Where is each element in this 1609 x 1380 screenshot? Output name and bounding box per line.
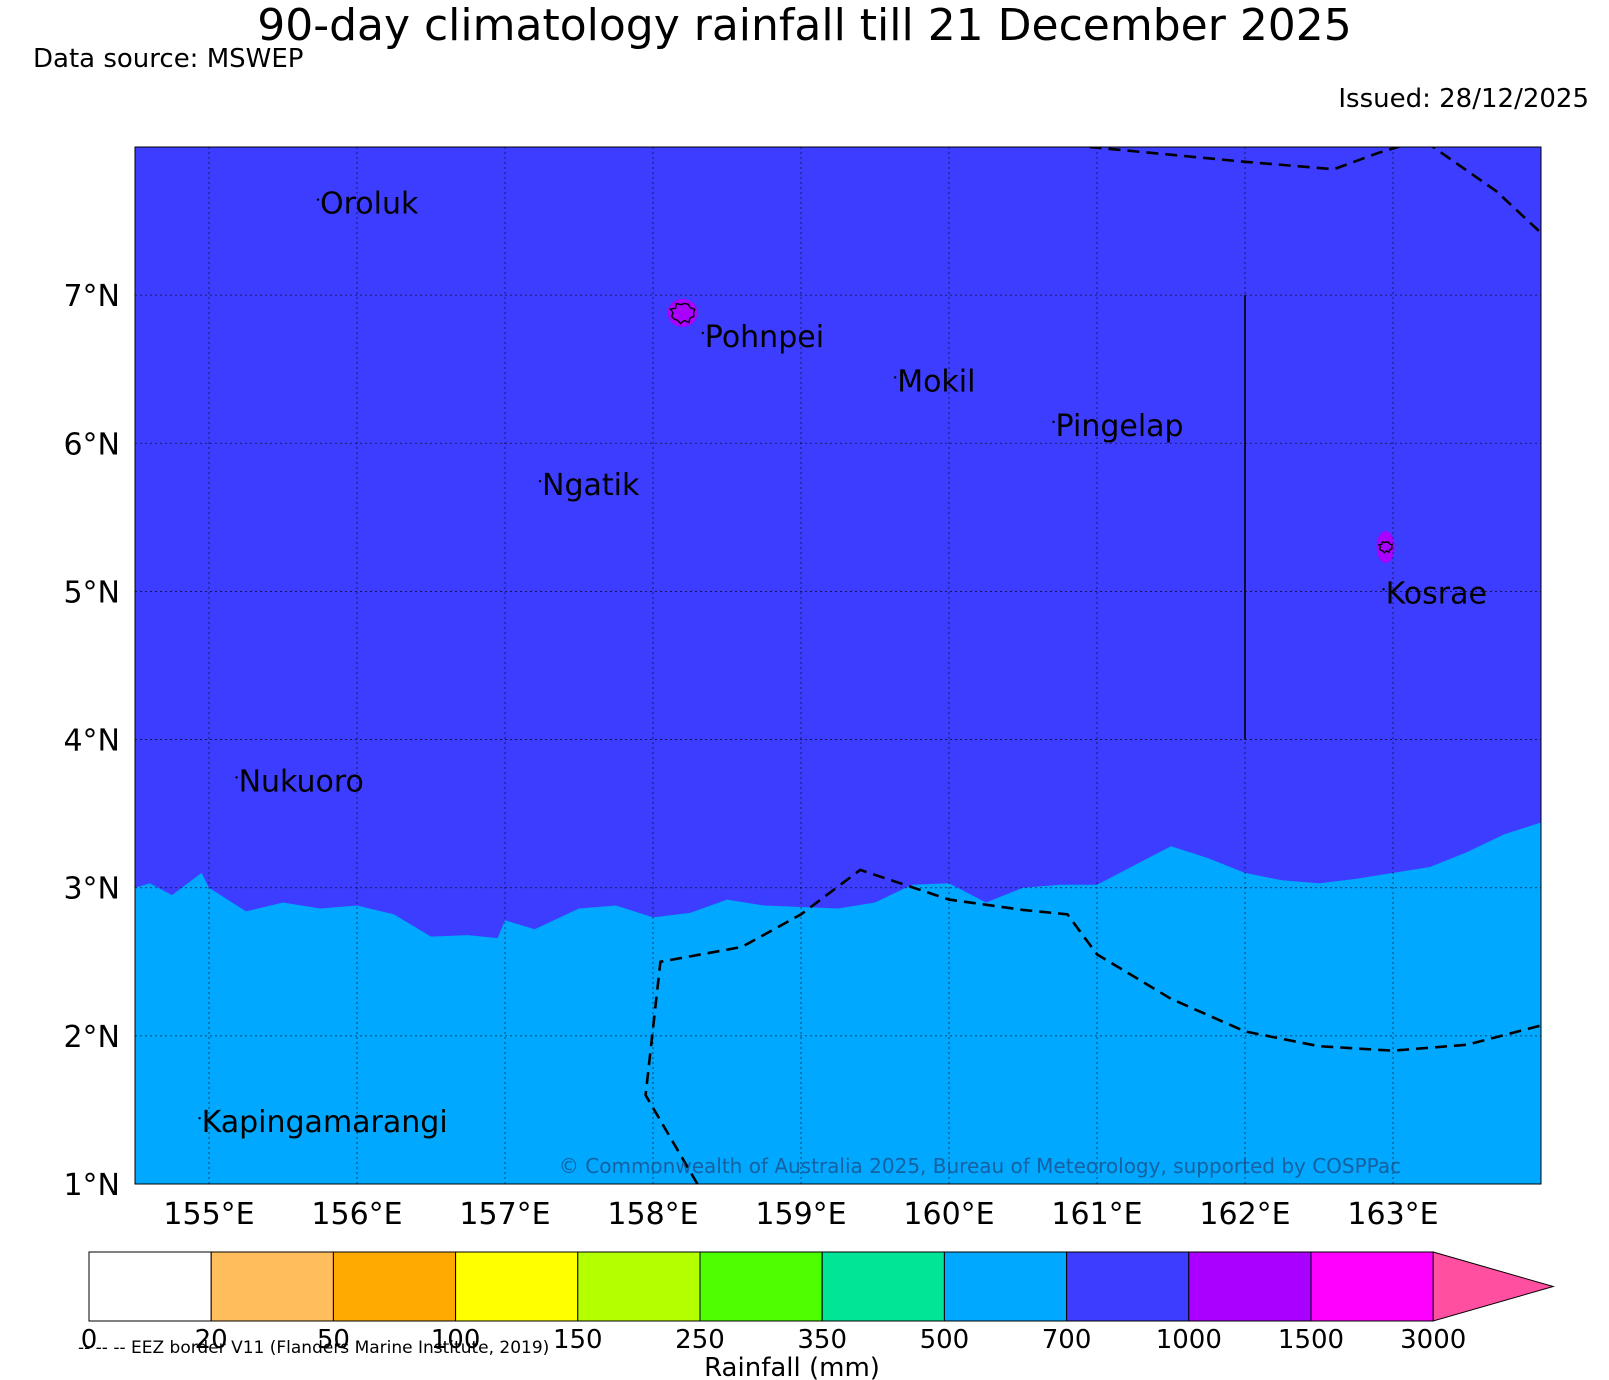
lat-tick-label: 1°N: [63, 1168, 120, 1203]
island-kosrae-coastline: [1377, 541, 1394, 554]
lat-tick-label: 3°N: [63, 872, 120, 907]
place-label-pohnpei: Pohnpei: [705, 320, 824, 355]
place-marker-kapingamarangi: [198, 1116, 201, 1120]
colorbar-bin-350: [821, 1251, 945, 1322]
colorbar-bin-1000: [1188, 1251, 1312, 1322]
colorbar-tick-label: 20: [195, 1325, 228, 1355]
lat-tick-label: 5°N: [63, 575, 120, 610]
lon-tick-label: 163°E: [1347, 1197, 1438, 1232]
colorbar-tick-label: 3000: [1400, 1325, 1466, 1355]
rainfall-700-1000-area: [135, 147, 1541, 939]
island-kosrae-rainfall: [1376, 530, 1395, 563]
colorbar-tick-label: 150: [553, 1325, 603, 1355]
colorbar-bin-100: [455, 1251, 579, 1322]
colorbar-xlabel: Rainfall (mm): [704, 1353, 880, 1380]
island-pohnpei-coastline: [669, 302, 696, 325]
eez-border-line: [1089, 147, 1541, 234]
lat-tick-label: 6°N: [63, 427, 120, 462]
place-label-kosrae: Kosrae: [1386, 576, 1487, 611]
place-marker-pingelap: [1052, 420, 1055, 424]
place-marker-mokil: [894, 376, 897, 379]
place-label-kapingamarangi: Kapingamarangi: [202, 1105, 448, 1140]
issued-date: Issued: 28/12/2025: [1338, 84, 1589, 114]
colorbar-tick-label: 1500: [1278, 1325, 1344, 1355]
place-label-pingelap: Pingelap: [1056, 409, 1184, 444]
colorbar-bin-500: [943, 1251, 1068, 1322]
eez-border-note: -- -- -- EEZ border V11 (Flanders Marine…: [78, 1338, 550, 1358]
eez-border-line: [644, 868, 1541, 1184]
colorbar-bin-150: [577, 1251, 701, 1322]
colorbar-bin-0: [88, 1251, 212, 1322]
data-source: Data source: MSWEP: [33, 44, 304, 74]
colorbar-bin-20: [210, 1251, 334, 1322]
colorbar-extension-arrow: [1432, 1251, 1556, 1322]
lon-tick-label: 155°E: [163, 1197, 254, 1232]
colorbar-bin-700: [1066, 1251, 1190, 1322]
colorbar-tick-label: 50: [317, 1325, 350, 1355]
place-labels: Oroluk Pohnpei Mokil Pingelap Ngatik Kosrae Nu…: [198, 187, 1487, 1140]
colorbar-bin-50: [332, 1251, 457, 1322]
colorbar-tick-label: 350: [797, 1325, 847, 1355]
colorbar-tick-label: 250: [675, 1325, 725, 1355]
colorbar-tick-label: 500: [920, 1325, 970, 1355]
place-marker-kosrae: [1382, 588, 1385, 591]
colorbar-tick-label: 1000: [1156, 1325, 1222, 1355]
place-marker-pohnpei: [701, 331, 704, 335]
chart-title: 90-day climatology rainfall till 21 Dece…: [257, 0, 1352, 51]
axis-labels: 155°E 156°E 157°E 158°E 159°E 160°E 161°E 162°E…: [63, 279, 1438, 1232]
lat-tick-label: 2°N: [63, 1020, 120, 1055]
colorbar-tick-label: 100: [431, 1325, 481, 1355]
colorbar: 0 20 50 100 150 250 350 500 700 1000 1500 3000: [81, 1251, 1556, 1355]
place-label-oroluk: Oroluk: [320, 187, 419, 222]
lon-tick-label: 162°E: [1199, 1197, 1290, 1232]
copyright-text: © Commonwealth of Australia 2025, Bureau…: [559, 1154, 1401, 1178]
colorbar-tick-label: 0: [81, 1325, 98, 1355]
place-label-mokil: Mokil: [897, 364, 975, 399]
place-marker-nukuoro: [235, 776, 238, 779]
map-area: [135, 147, 1541, 1184]
lat-tick-label: 7°N: [63, 279, 120, 314]
place-marker-oroluk: [316, 198, 320, 201]
lon-tick-label: 160°E: [903, 1197, 994, 1232]
lat-tick-label: 4°N: [63, 724, 120, 759]
colorbar-bin-250: [699, 1251, 823, 1322]
lon-tick-label: 159°E: [755, 1197, 846, 1232]
colorbar-tick-label: 700: [1042, 1325, 1092, 1355]
colorbar-bin-1500: [1310, 1251, 1434, 1322]
place-marker-ngatik: [538, 479, 542, 483]
lon-tick-label: 157°E: [459, 1197, 550, 1232]
map-frame: [134, 146, 1542, 1185]
lon-tick-label: 156°E: [311, 1197, 402, 1232]
place-label-nukuoro: Nukuoro: [239, 764, 364, 799]
place-label-ngatik: Ngatik: [542, 468, 640, 503]
lon-tick-label: 158°E: [607, 1197, 698, 1232]
lon-tick-label: 161°E: [1051, 1197, 1142, 1232]
